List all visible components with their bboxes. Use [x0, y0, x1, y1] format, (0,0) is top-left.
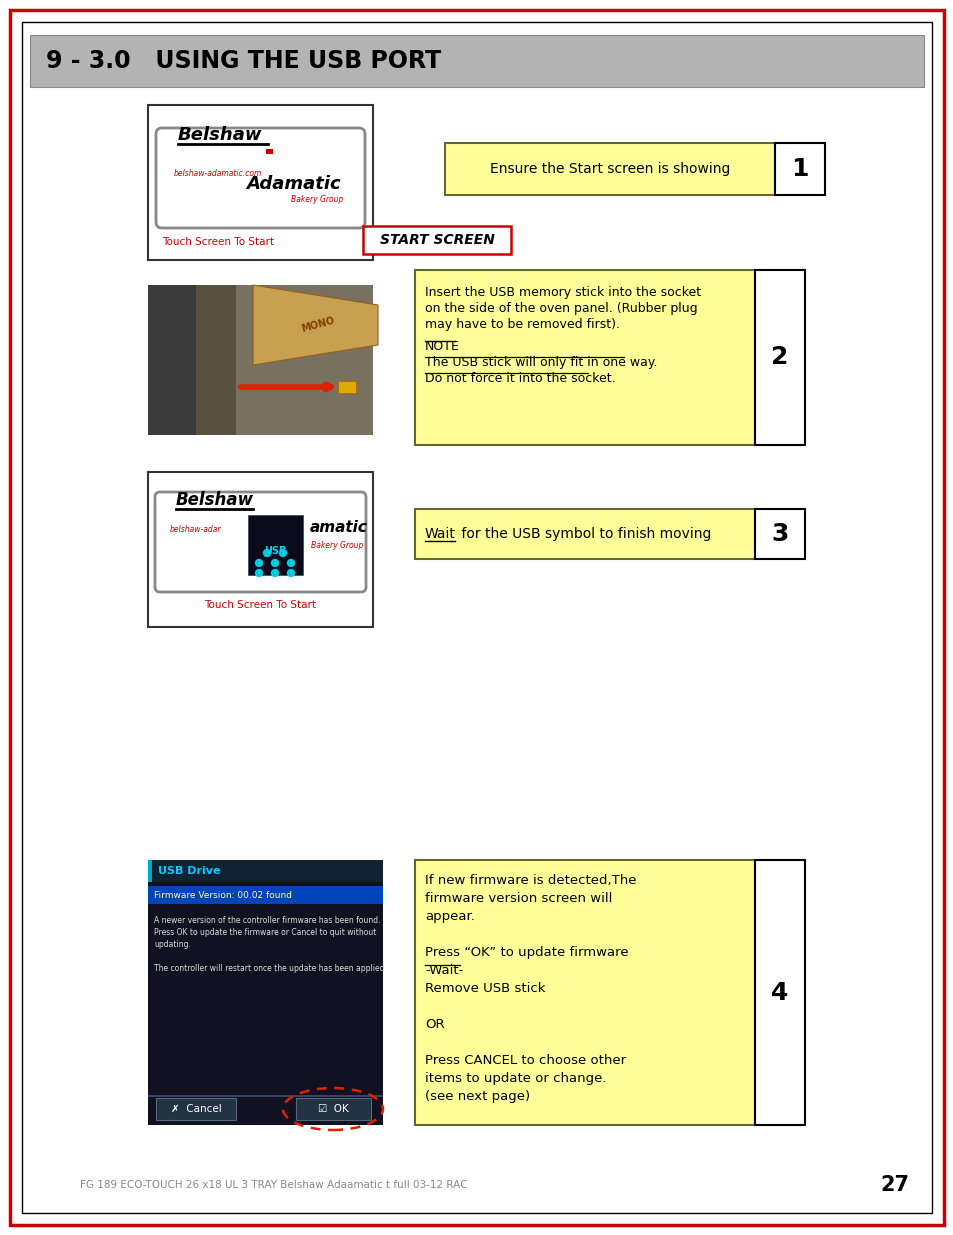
Text: Press CANCEL to choose other: Press CANCEL to choose other — [424, 1053, 625, 1067]
Text: Wait: Wait — [424, 527, 456, 541]
Text: 1: 1 — [790, 157, 808, 182]
Bar — [248, 515, 303, 576]
Bar — [266, 149, 273, 154]
Text: The USB stick will only fit in one way.: The USB stick will only fit in one way. — [424, 356, 657, 369]
Circle shape — [255, 569, 262, 577]
Bar — [30, 35, 923, 86]
Circle shape — [287, 559, 294, 567]
Bar — [148, 285, 373, 435]
Bar — [148, 472, 373, 627]
Text: on the side of the oven panel. (Rubber plug: on the side of the oven panel. (Rubber p… — [424, 303, 697, 315]
FancyBboxPatch shape — [154, 492, 366, 592]
Bar — [415, 860, 754, 1125]
Text: for the USB symbol to finish moving: for the USB symbol to finish moving — [456, 527, 711, 541]
Text: ✗  Cancel: ✗ Cancel — [171, 1104, 221, 1114]
Text: Insert the USB memory stick into the socket: Insert the USB memory stick into the soc… — [424, 287, 700, 299]
Text: 3: 3 — [771, 522, 788, 546]
Bar — [754, 509, 804, 559]
Circle shape — [255, 559, 262, 567]
Bar — [156, 1098, 235, 1120]
Text: amatic: amatic — [310, 520, 368, 535]
Text: (see next page): (see next page) — [424, 1091, 530, 1103]
Bar — [754, 860, 804, 1125]
Text: Bakery Group: Bakery Group — [291, 195, 343, 205]
Text: 27: 27 — [880, 1174, 908, 1195]
Text: Press OK to update the firmware or Cancel to quit without: Press OK to update the firmware or Cance… — [153, 927, 376, 937]
Text: -Wait-: -Wait- — [424, 965, 463, 977]
Polygon shape — [253, 285, 377, 366]
Bar — [754, 270, 804, 445]
Text: Remove USB stick: Remove USB stick — [424, 982, 545, 995]
FancyBboxPatch shape — [156, 128, 365, 228]
Bar — [148, 285, 195, 435]
Text: MONO: MONO — [300, 316, 335, 335]
Bar — [415, 509, 754, 559]
Bar — [337, 382, 355, 393]
Bar — [363, 226, 511, 254]
Text: 4: 4 — [771, 981, 788, 1004]
Text: Bakery Group: Bakery Group — [311, 541, 363, 550]
Text: appear.: appear. — [424, 910, 475, 923]
Text: If new firmware is detected,The: If new firmware is detected,The — [424, 874, 636, 887]
Text: USB: USB — [264, 546, 286, 556]
Bar — [148, 1095, 382, 1097]
Text: USB Drive: USB Drive — [158, 866, 220, 876]
Text: Adamatic: Adamatic — [246, 175, 340, 193]
Circle shape — [272, 559, 278, 567]
Text: A newer version of the controller firmware has been found.: A newer version of the controller firmwa… — [153, 916, 380, 925]
Text: The controller will restart once the update has been applied.: The controller will restart once the upd… — [153, 965, 387, 973]
Circle shape — [263, 550, 271, 557]
Circle shape — [287, 569, 294, 577]
Text: belshaw-adar: belshaw-adar — [170, 525, 221, 534]
Circle shape — [272, 569, 278, 577]
Bar — [774, 143, 824, 195]
Bar — [295, 1098, 371, 1120]
Bar — [148, 105, 373, 261]
Bar — [444, 143, 774, 195]
Text: may have to be removed first).: may have to be removed first). — [424, 317, 619, 331]
Text: Touch Screen To Start: Touch Screen To Start — [162, 237, 274, 247]
Text: FG 189 ECO-TOUCH 26 x18 UL 3 TRAY Belshaw Adaamatic t full 03-12 RAC: FG 189 ECO-TOUCH 26 x18 UL 3 TRAY Belsha… — [80, 1179, 467, 1191]
Text: 9 - 3.0   USING THE USB PORT: 9 - 3.0 USING THE USB PORT — [46, 49, 441, 73]
Text: items to update or change.: items to update or change. — [424, 1072, 606, 1086]
Text: START SCREEN: START SCREEN — [379, 233, 494, 247]
Text: Press “OK” to update firmware: Press “OK” to update firmware — [424, 946, 628, 960]
Text: Ensure the Start screen is showing: Ensure the Start screen is showing — [489, 162, 729, 177]
Text: belshaw-adamatic.com: belshaw-adamatic.com — [173, 168, 262, 178]
Bar — [148, 860, 152, 882]
Bar — [148, 885, 382, 904]
Text: Touch Screen To Start: Touch Screen To Start — [204, 600, 315, 610]
Text: Belshaw: Belshaw — [175, 492, 253, 509]
Circle shape — [279, 550, 286, 557]
Text: firmware version screen will: firmware version screen will — [424, 892, 612, 905]
Text: updating.: updating. — [153, 940, 191, 948]
Bar — [415, 270, 754, 445]
Bar — [195, 285, 235, 435]
Bar — [148, 860, 382, 1125]
Bar — [148, 860, 382, 882]
Text: Belshaw: Belshaw — [178, 126, 262, 144]
Text: 2: 2 — [771, 346, 788, 369]
Text: NOTE: NOTE — [424, 340, 459, 353]
Text: ☑  OK: ☑ OK — [317, 1104, 348, 1114]
Text: Do not force it into the socket.: Do not force it into the socket. — [424, 372, 615, 385]
Text: OR: OR — [424, 1018, 444, 1031]
Text: Firmware Version: 00.02 found: Firmware Version: 00.02 found — [153, 890, 292, 899]
